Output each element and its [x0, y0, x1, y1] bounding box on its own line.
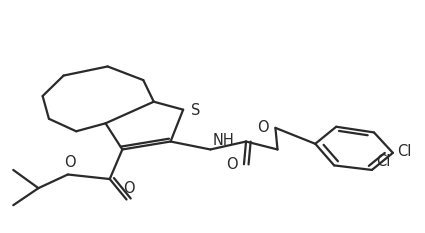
- Text: S: S: [191, 103, 200, 118]
- Text: NH: NH: [212, 133, 234, 148]
- Text: Cl: Cl: [376, 154, 391, 169]
- Text: O: O: [123, 181, 134, 196]
- Text: O: O: [226, 157, 238, 172]
- Text: Cl: Cl: [397, 144, 411, 159]
- Text: O: O: [258, 120, 269, 135]
- Text: O: O: [64, 155, 76, 170]
